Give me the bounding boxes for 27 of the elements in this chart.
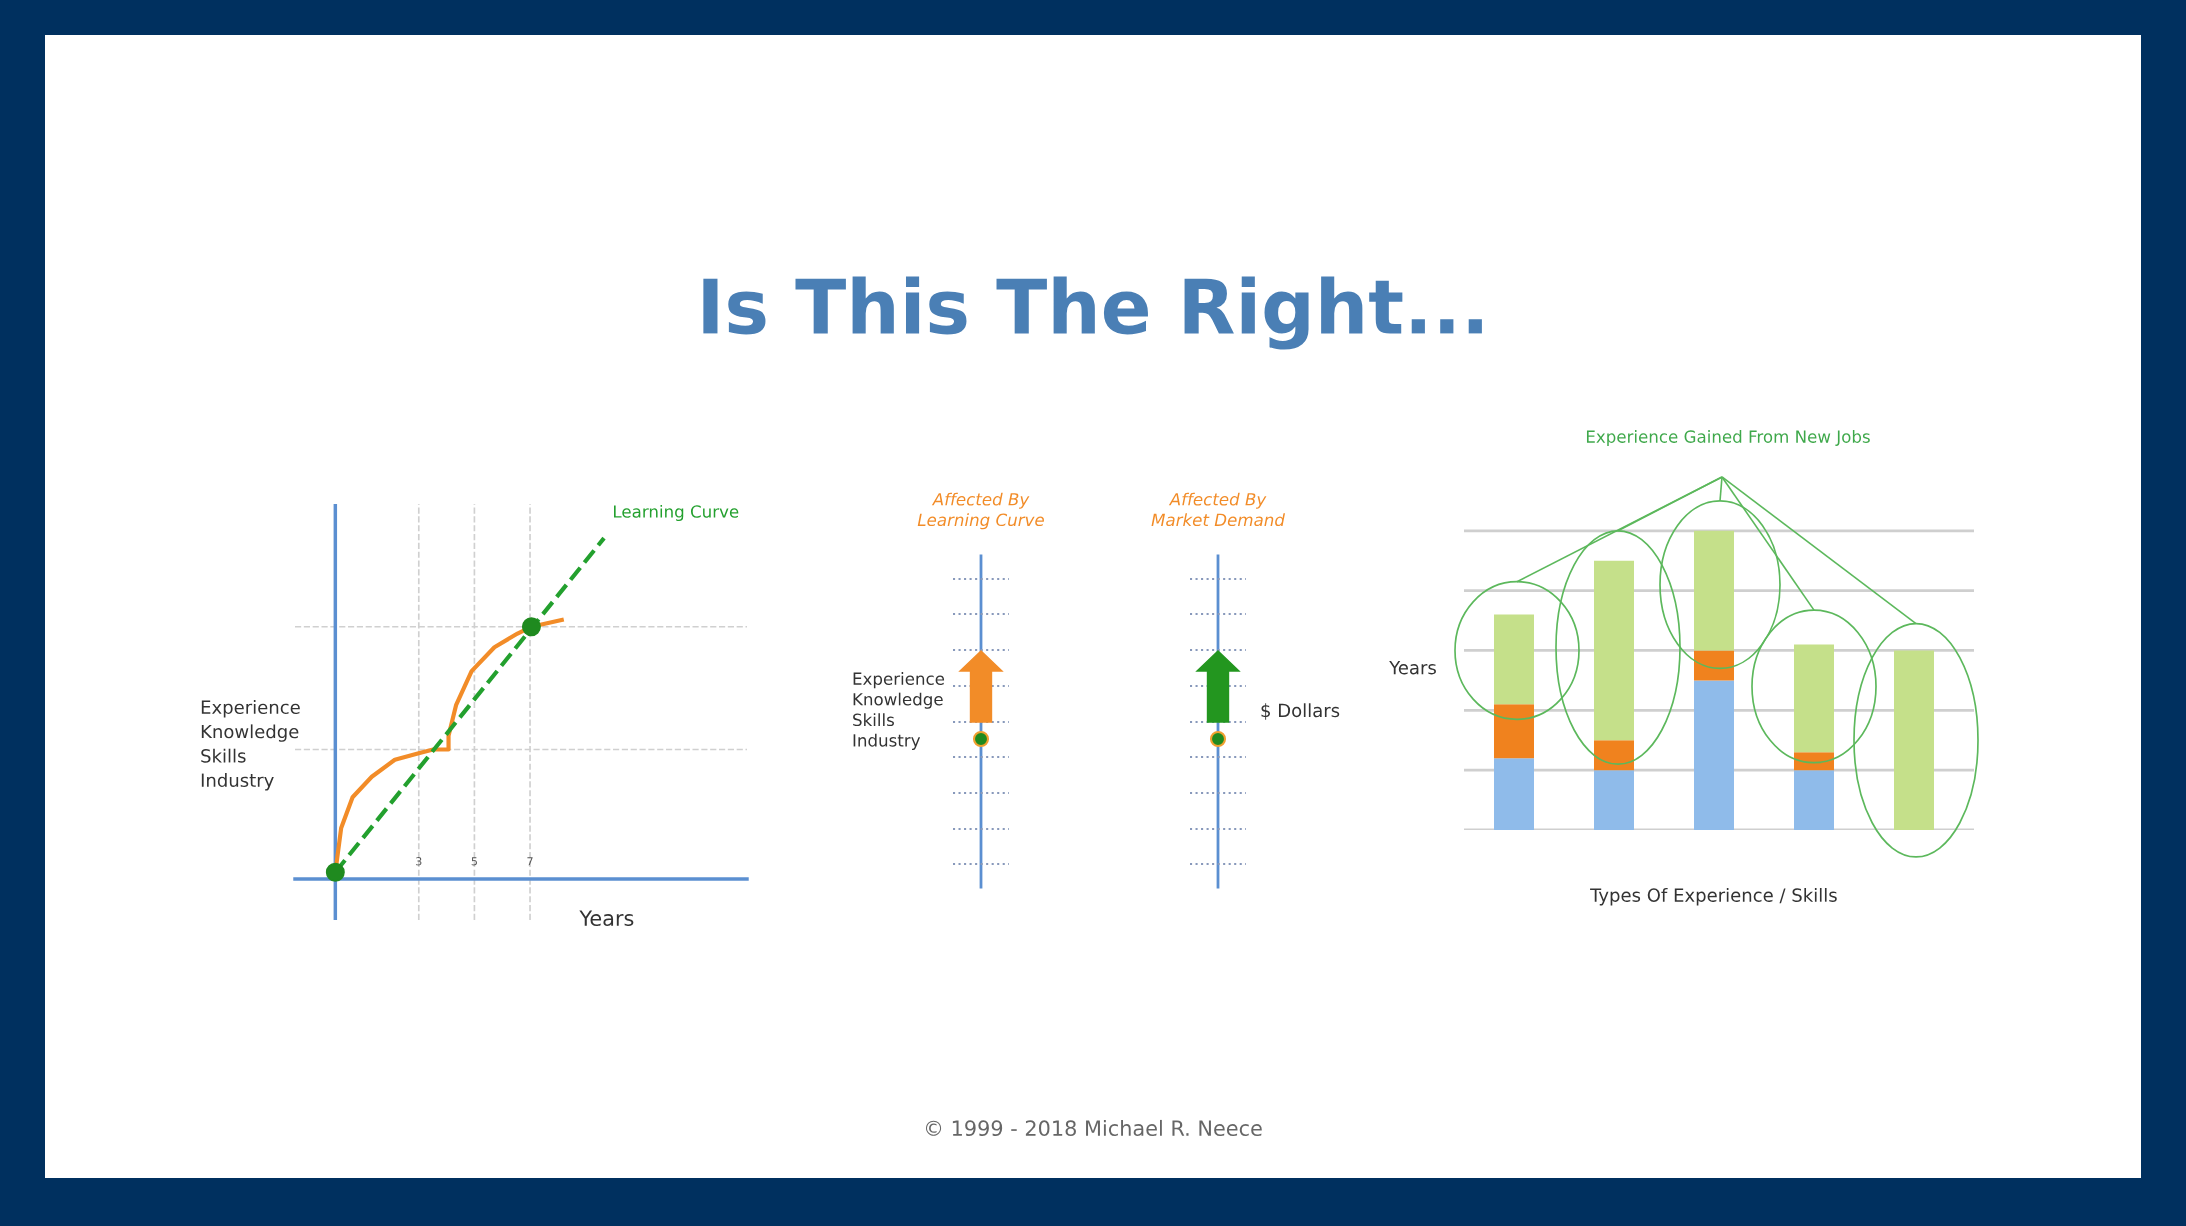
bar bbox=[1594, 560, 1634, 741]
bar bbox=[1494, 704, 1534, 759]
bar bbox=[1894, 650, 1934, 830]
x-tick-label: 7 bbox=[527, 857, 533, 866]
bar bbox=[1494, 614, 1534, 705]
text: © 1999 - 2018 Michael R. Neece bbox=[926, 1119, 1262, 1137]
text: Is This The Right... bbox=[703, 276, 1482, 350]
bar bbox=[1794, 752, 1834, 771]
series-label: Learning Curve bbox=[614, 504, 739, 522]
text: Affected By Learning Curve bbox=[917, 492, 1044, 530]
bar bbox=[1794, 644, 1834, 753]
x-axis-title: Years bbox=[579, 910, 634, 927]
bar bbox=[1494, 758, 1534, 830]
y-axis-title: Experience Knowledge Skills Industry bbox=[201, 700, 300, 791]
x-tick-label: 5 bbox=[471, 857, 477, 866]
bar bbox=[1694, 680, 1734, 830]
bar bbox=[1694, 650, 1734, 681]
x-axis-title: Types Of Experience / Skills bbox=[1590, 887, 1837, 906]
x-tick-label: 3 bbox=[416, 857, 422, 866]
bar bbox=[1794, 770, 1834, 830]
bar bbox=[1594, 770, 1634, 830]
text: Experience Gained From New Jobs bbox=[1586, 429, 1870, 447]
bar bbox=[1594, 740, 1634, 771]
text: $ Dollars bbox=[1261, 703, 1340, 720]
text: Experience Knowledge Skills Industry bbox=[853, 672, 945, 750]
text: Affected By Market Demand bbox=[1151, 492, 1286, 527]
y-axis-title: Years bbox=[1389, 661, 1436, 675]
